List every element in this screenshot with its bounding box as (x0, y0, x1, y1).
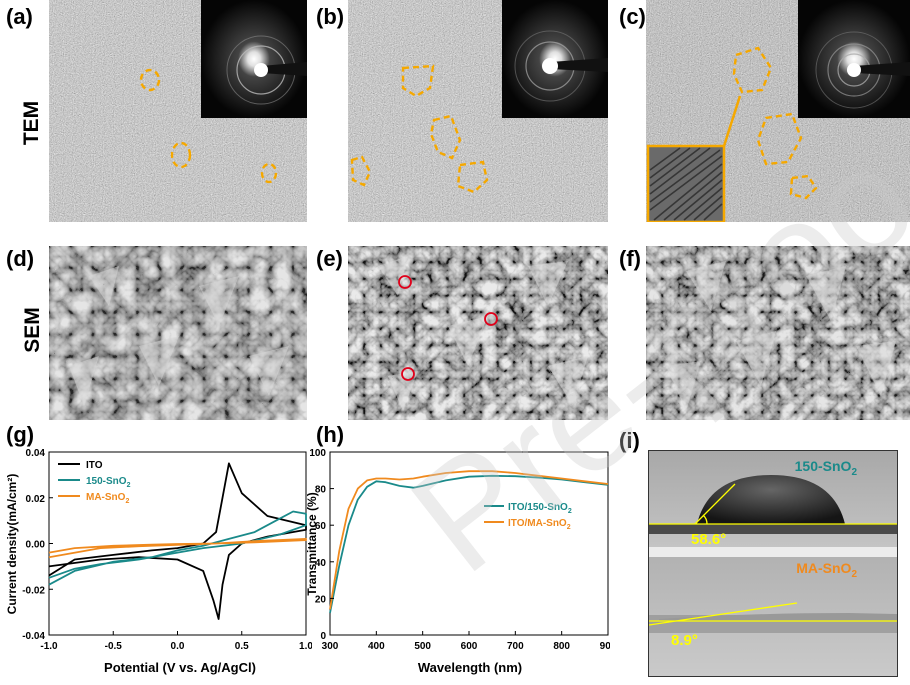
series-line-1 (329, 470, 609, 610)
legend: ITO 150-SnO2 MA-SnO2 (58, 460, 131, 505)
contact-angle-value-top: 58.6° (691, 531, 726, 548)
tem-image-a (49, 0, 307, 222)
transmittance-chart: 300 400 500 600 700 800 900 0 20 40 60 80 100 Transm… (306, 448, 610, 675)
series-line-0 (48, 462, 307, 620)
tangent-line-bottom (649, 602, 798, 626)
contact-angle-value-bottom: 8.9° (671, 632, 698, 649)
x-tick-label: 700 (507, 641, 524, 652)
crystal-outline (456, 160, 489, 194)
tem-image-c (646, 0, 910, 222)
x-tick-label: -1.0 (40, 641, 58, 652)
y-tick-label: 20 (315, 594, 327, 605)
sem-image-e (348, 246, 608, 420)
y-axis-label: Current density(mA/cm²) (5, 474, 19, 615)
y-tick-label: 60 (315, 521, 327, 532)
water-film (659, 613, 897, 621)
crystal-outline (789, 174, 818, 200)
panel-label-h: (h) (316, 422, 345, 447)
tangent-line-top (694, 483, 736, 525)
x-tick-label: 600 (461, 641, 478, 652)
x-tick-label: 500 (414, 641, 431, 652)
x-tick-label: 0.5 (235, 641, 249, 652)
contact-angle-label-bottom: MA-SnO2 (796, 560, 857, 580)
contact-angle-panel: 150-SnO2 58.6° MA-SnO2 8.9° (648, 450, 898, 677)
row-label-sem: SEM (20, 307, 44, 353)
panel-label-g: (g) (6, 422, 35, 447)
contact-angle-label-top: 150-SnO2 (795, 458, 858, 478)
panel-label-f: (f) (619, 246, 641, 271)
panel-label-a: (a) (6, 4, 33, 29)
y-tick-label: 0.04 (26, 448, 46, 459)
panel-label-d: (d) (6, 246, 35, 271)
series-line-0 (329, 474, 609, 614)
saed-inset (201, 0, 307, 118)
sem-image-d (49, 246, 307, 420)
y-tick-label: 0.02 (26, 494, 46, 505)
x-tick-label: 900 (600, 641, 610, 652)
crystal-outline (732, 46, 773, 94)
x-axis-label: Wavelength (nm) (418, 660, 522, 675)
y-tick-label: 80 (315, 485, 327, 496)
x-tick-label: 800 (553, 641, 570, 652)
crystal-outline (139, 68, 161, 92)
row-label-tem: TEM (20, 100, 44, 146)
panel-label-e: (e) (316, 246, 343, 271)
crystal-outline (401, 64, 435, 98)
sem-image-f (646, 246, 910, 420)
tem-image-b (348, 0, 608, 222)
water-droplet (697, 475, 845, 524)
y-tick-label: 0.00 (26, 540, 46, 551)
legend-label-ito-ma: ITO/MA-SnO2 (508, 518, 571, 531)
x-tick-label: -0.5 (105, 641, 123, 652)
defect-marker (484, 312, 498, 326)
legend-label-ito: ITO (86, 460, 103, 471)
y-tick-label: -0.02 (22, 585, 45, 596)
saed-inset (798, 0, 910, 118)
crystal-outline (260, 162, 278, 184)
cv-chart: -1.0 -0.5 0.0 0.5 1.0-0.04-0.020.000.020.04 … (5, 448, 312, 675)
x-axis-label: Potential (V vs. Ag/AgCl) (104, 660, 256, 675)
y-tick-label: 100 (309, 448, 326, 459)
crystal-outline (429, 114, 462, 160)
series-line-1 (48, 510, 307, 586)
crystal-outline (350, 155, 372, 187)
series-line-2 (48, 538, 307, 559)
y-axis-label: Transmittance (%) (306, 492, 319, 595)
panel-label-c: (c) (619, 4, 646, 29)
y-tick-label: 40 (315, 558, 327, 569)
panel-label-i: (i) (619, 428, 640, 453)
panel-label-b: (b) (316, 4, 345, 29)
legend-label-ito-150: ITO/150-SnO2 (508, 502, 572, 515)
x-tick-label: 1.0 (299, 641, 312, 652)
x-tick-label: 0.0 (171, 641, 185, 652)
crystal-outline (170, 141, 192, 169)
legend: ITO/150-SnO2 ITO/MA-SnO2 (484, 502, 572, 531)
saed-inset (502, 0, 608, 118)
legend-label-150-sno2: 150-SnO2 (86, 476, 131, 489)
defect-marker (398, 275, 412, 289)
legend-label-ma-sno2: MA-SnO2 (86, 492, 129, 505)
defect-marker (401, 367, 415, 381)
y-tick-label: 0 (320, 631, 326, 642)
x-tick-label: 400 (368, 641, 385, 652)
x-tick-label: 300 (322, 641, 339, 652)
y-tick-label: -0.04 (22, 631, 45, 642)
